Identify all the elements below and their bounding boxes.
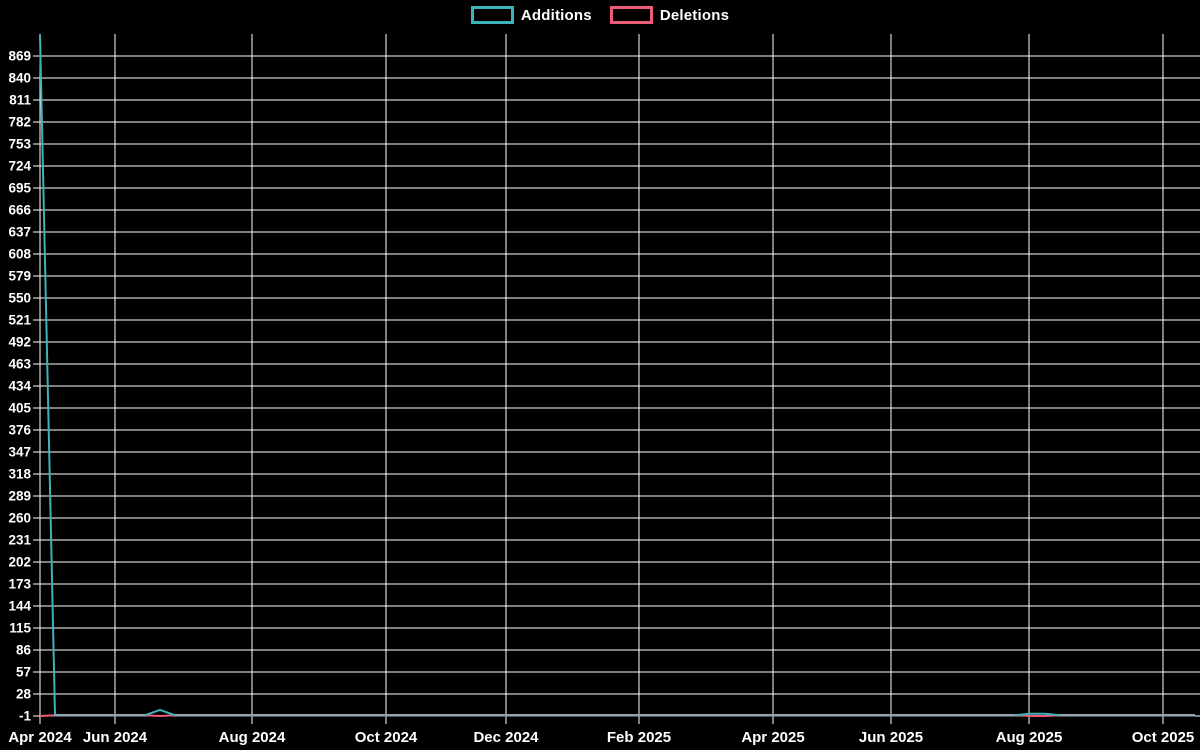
y-tick-label: 637 — [8, 225, 31, 240]
y-tick-label: 550 — [8, 291, 31, 306]
x-tick-label: Dec 2024 — [473, 729, 539, 746]
y-tick-label: 405 — [8, 401, 31, 416]
x-tick-label: Jun 2024 — [83, 729, 148, 746]
y-tick-label: 231 — [8, 533, 31, 548]
y-tick-label: 115 — [9, 621, 31, 636]
y-tick-label: 492 — [8, 335, 31, 350]
y-tick-label: 724 — [8, 159, 31, 174]
x-tick-label: Apr 2024 — [8, 729, 72, 746]
y-tick-label: 202 — [8, 555, 31, 570]
y-tick-label: 347 — [8, 445, 31, 460]
y-tick-label: 811 — [9, 93, 31, 108]
y-tick-label: 86 — [16, 643, 32, 658]
x-tick-label: Aug 2024 — [219, 729, 286, 746]
y-tick-label: 144 — [8, 599, 31, 614]
y-tick-label: 579 — [8, 269, 31, 284]
deletions-swatch-icon — [609, 6, 653, 24]
y-tick-label: 753 — [8, 137, 31, 152]
x-tick-label: Aug 2025 — [996, 729, 1063, 746]
legend-label-additions: Additions — [520, 6, 592, 24]
additions-line — [39, 34, 1195, 717]
x-tick-label: Feb 2025 — [607, 729, 671, 746]
y-tick-label: 28 — [16, 687, 32, 702]
x-tick-label: Oct 2024 — [355, 729, 418, 746]
legend-item-additions[interactable]: Additions — [470, 6, 592, 24]
y-tick-label: 318 — [8, 467, 31, 482]
x-tick-label: Jun 2025 — [859, 729, 923, 746]
y-tick-label: -1 — [19, 709, 31, 724]
legend-item-deletions[interactable]: Deletions — [609, 6, 730, 24]
y-tick-label: 260 — [8, 511, 31, 526]
y-tick-label: 840 — [8, 71, 31, 86]
additions-swatch-icon — [470, 6, 514, 24]
y-tick-label: 463 — [8, 357, 31, 372]
y-tick-label: 608 — [8, 247, 31, 262]
y-tick-label: 695 — [8, 181, 31, 196]
y-tick-label: 289 — [8, 489, 31, 504]
y-tick-label: 782 — [8, 115, 31, 130]
x-tick-label: Oct 2025 — [1132, 729, 1195, 746]
y-tick-label: 57 — [16, 665, 31, 680]
chart-legend: Additions Deletions — [0, 6, 1200, 24]
x-tick-label: Apr 2025 — [741, 729, 804, 746]
legend-label-deletions: Deletions — [659, 6, 730, 24]
y-tick-label: 666 — [8, 203, 31, 218]
y-tick-label: 434 — [8, 379, 31, 394]
y-tick-label: 869 — [8, 49, 31, 64]
y-tick-label: 173 — [8, 577, 31, 592]
y-tick-label: 376 — [8, 423, 31, 438]
y-tick-label: 521 — [8, 313, 31, 328]
